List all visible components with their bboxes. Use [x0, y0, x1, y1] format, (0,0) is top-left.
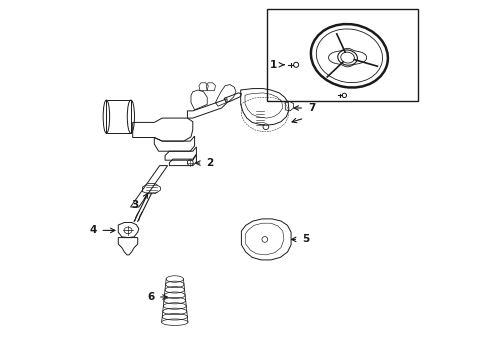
Text: 2: 2	[206, 158, 213, 168]
Text: 7: 7	[308, 103, 316, 113]
Text: 1: 1	[270, 60, 277, 70]
Text: 3: 3	[131, 200, 139, 210]
Bar	[267, 9, 418, 101]
Bar	[106, 100, 131, 133]
Text: 4: 4	[89, 225, 97, 235]
Text: 5: 5	[302, 234, 309, 244]
Text: 6: 6	[147, 292, 154, 302]
